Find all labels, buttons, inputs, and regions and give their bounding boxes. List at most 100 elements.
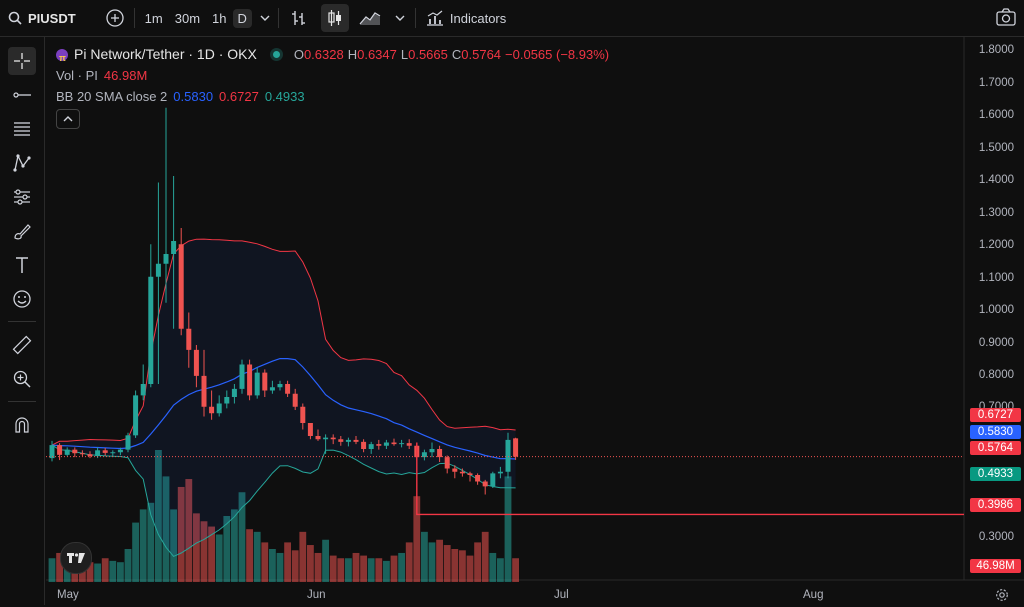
measure-tool[interactable]: [8, 331, 36, 359]
volume-bar: [413, 496, 421, 582]
text-tool[interactable]: [8, 251, 36, 279]
candles-style-button[interactable]: [317, 0, 353, 36]
candle-body: [376, 444, 382, 446]
candle-body: [110, 452, 116, 454]
volume-bar: [504, 476, 512, 582]
candle-body: [186, 328, 192, 350]
price-tick: 0.8000: [978, 369, 1014, 381]
volume-bar: [375, 558, 383, 582]
volume-bar: [162, 476, 170, 582]
legend-bb-row: BB 20 SMA close 2 0.5830 0.6727 0.4933: [56, 86, 609, 107]
ohlc-h-label: H: [347, 47, 358, 62]
volume-bar: [459, 550, 466, 582]
volume-bar: [269, 549, 276, 582]
smiley-icon: [13, 290, 31, 308]
legend-title: Pi Network/Tether · 1D · OKX: [74, 46, 257, 62]
area-chart-icon: [359, 12, 381, 25]
bb-basis-value: 0.5830: [173, 89, 214, 104]
fib-retracement-tool[interactable]: [8, 115, 36, 143]
pattern-icon: [13, 154, 31, 172]
zoom-tool[interactable]: [8, 365, 36, 393]
price-tick: 0.3000: [978, 531, 1014, 543]
compare-button[interactable]: [98, 0, 132, 36]
volume-bar: [124, 549, 132, 582]
volume-bar: [101, 558, 109, 582]
candle-body: [64, 449, 70, 455]
price-tick: 1.7000: [978, 77, 1014, 89]
magnet-tool[interactable]: [8, 411, 36, 439]
volume-bar: [231, 509, 238, 582]
chevron-down-icon: [395, 15, 405, 21]
volume-bar: [360, 555, 367, 582]
chart-overlays: [46, 442, 964, 516]
candle-body: [49, 445, 55, 459]
volume-bar: [428, 542, 436, 582]
horizontal-ray-line: [416, 442, 964, 516]
candlestick-icon: [328, 10, 341, 26]
ohlc-open: 0.6328: [303, 47, 344, 62]
snapshot-button[interactable]: [996, 8, 1016, 29]
pattern-tool[interactable]: [8, 149, 36, 177]
candle-body: [399, 443, 405, 445]
volume-bar: [200, 521, 208, 582]
prediction-tool[interactable]: [8, 183, 36, 211]
price-change: −0.0565 (−8.93%): [505, 47, 610, 62]
volume-bar: [291, 550, 299, 582]
trend-line-tool[interactable]: [8, 81, 36, 109]
volume-bar: [383, 560, 390, 582]
candle-body: [262, 372, 268, 391]
brush-tool[interactable]: [8, 217, 36, 245]
bb-lower-value: 0.4933: [264, 89, 305, 104]
volume-bar: [215, 534, 223, 582]
search-icon: [8, 11, 22, 25]
crosshair-tool[interactable]: [8, 47, 36, 75]
timeframe-30m[interactable]: 30m: [174, 10, 201, 26]
symbol-search[interactable]: PIUSDT: [0, 0, 84, 36]
candle-body: [277, 384, 283, 388]
text-icon: [16, 257, 28, 273]
bars-style-button[interactable]: [281, 0, 317, 36]
ohlc-l-label: L: [400, 47, 409, 62]
time-tick: Jun: [307, 589, 326, 601]
volume-bar: [329, 555, 337, 582]
volume-bar: [345, 558, 352, 582]
volume-bar: [314, 552, 322, 582]
area-style-button[interactable]: [353, 0, 387, 36]
volume-bar: [451, 549, 459, 582]
indicators-button[interactable]: Indicators: [418, 0, 514, 36]
candle-body: [338, 439, 344, 442]
candle-body: [201, 375, 207, 407]
volume-bar: [276, 552, 284, 582]
volume-bar: [132, 522, 139, 582]
candle-body: [490, 473, 496, 487]
legend-collapse-button[interactable]: [56, 109, 80, 129]
candle-body: [209, 406, 215, 414]
emoji-tool[interactable]: [8, 285, 36, 313]
indicators-label: Indicators: [449, 10, 507, 26]
volume-bar: [177, 486, 185, 582]
chart-style-dropdown[interactable]: [387, 0, 413, 36]
volume-bar: [337, 558, 345, 582]
bar-chart-style-icon: [291, 11, 305, 25]
bb-upper-line: [51, 238, 516, 446]
chart-settings-button[interactable]: [995, 588, 1009, 607]
timeframe-d[interactable]: D: [231, 0, 254, 36]
timeframe-1h[interactable]: 1h: [212, 10, 227, 26]
candle-body: [391, 442, 397, 445]
sliders-icon: [14, 189, 30, 205]
volume-badge: 46.98M: [970, 559, 1021, 573]
timeframe-1m[interactable]: 1m: [144, 10, 163, 26]
time-tick: May: [57, 589, 79, 601]
volume-bar: [421, 531, 428, 582]
price-tick: 0.9000: [978, 337, 1014, 349]
timeframe-dropdown[interactable]: [254, 0, 276, 36]
price-tick: 1.6000: [978, 109, 1014, 121]
ohlc-close: 0.5764: [461, 47, 502, 62]
ohlc-c-label: C: [451, 47, 462, 62]
divider: [8, 321, 36, 322]
magnet-icon: [15, 417, 29, 433]
candles-style-active: [320, 4, 349, 32]
volume-bar: [474, 542, 481, 582]
candle-body: [300, 406, 306, 423]
